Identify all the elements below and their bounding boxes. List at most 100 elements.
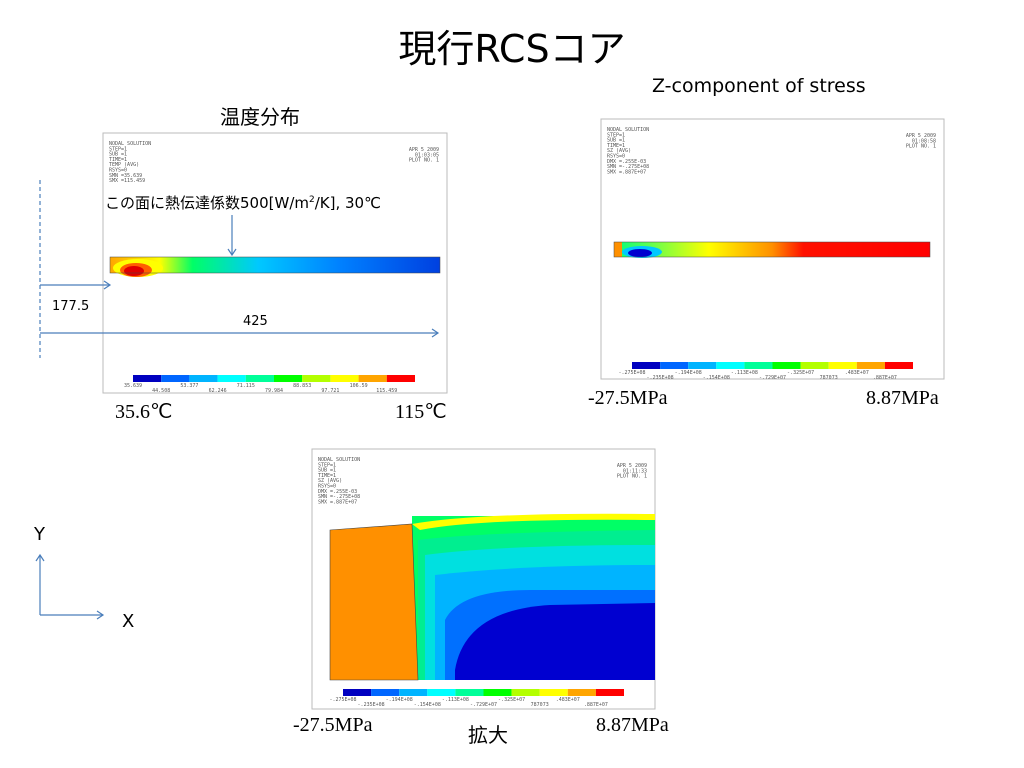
legend-swatch (161, 375, 190, 382)
legend-swatch (386, 375, 415, 382)
plot-header: SMN =-.275E+08 (607, 164, 649, 170)
legend-swatch (744, 362, 773, 369)
legend-label: .483E+07 (845, 370, 869, 376)
legend-label: -.194E+08 (675, 370, 702, 376)
legend-swatch (455, 689, 484, 696)
axis-label: X (122, 611, 134, 632)
plot-header: TIME=1 (109, 157, 127, 163)
legend-label: -.275E+08 (329, 697, 356, 703)
plot-header: DMX =.255E-03 (607, 159, 646, 165)
legend-label: .483E+07 (556, 697, 580, 703)
plot-header: SMX =115.459 (109, 178, 145, 184)
legend-swatch (632, 362, 661, 369)
plot-header: TEMP (AVG) (109, 162, 139, 168)
max-label: 115℃ (395, 401, 447, 423)
plot-date: PLOT NO. 1 (617, 474, 647, 480)
plot-header: NODAL SOLUTION (318, 457, 360, 463)
plot-header: SZ (AVG) (607, 148, 631, 154)
legend-swatch (595, 689, 624, 696)
legend-label: 71.115 (237, 383, 255, 389)
legend-swatch (884, 362, 913, 369)
legend-swatch (716, 362, 745, 369)
plot-header: RSYS=0 (109, 168, 127, 174)
legend-label: 88.853 (293, 383, 311, 389)
legend-swatch (688, 362, 717, 369)
plot-header: NODAL SOLUTION (607, 127, 649, 133)
legend-swatch (133, 375, 162, 382)
legend-label: -.325E+07 (498, 697, 525, 703)
plot-header: SZ (AVG) (318, 478, 342, 484)
legend-swatch (274, 375, 303, 382)
stress-contour (613, 241, 931, 258)
legend-label: 787073 (820, 375, 838, 381)
zoom-contour (329, 513, 655, 681)
plot-header: NODAL SOLUTION (109, 141, 151, 147)
legend-swatch (772, 362, 801, 369)
legend-label: -.729E+07 (759, 375, 786, 381)
legend-label: -.113E+08 (442, 697, 469, 703)
legend-swatch (567, 689, 596, 696)
plot-date: APR 5 2009 (906, 133, 936, 139)
min-label: 35.6℃ (115, 401, 172, 423)
legend-label: 106.59 (350, 383, 368, 389)
plot-header: RSYS=0 (318, 484, 336, 490)
dimension: 425 (243, 314, 268, 329)
legend-label: -.729E+07 (470, 702, 497, 708)
legend-label: -.194E+08 (386, 697, 413, 703)
plot-date: 01:03:05 (415, 152, 439, 158)
legend-swatch (399, 689, 428, 696)
plot-date: 01:08:58 (912, 138, 936, 144)
legend-label: 53.377 (180, 383, 198, 389)
legend-swatch (427, 689, 456, 696)
plot-header: SUB =1 (318, 468, 336, 474)
legend-label: 62.246 (209, 388, 227, 394)
plot-header: STEP=1 (607, 132, 625, 138)
legend-swatch (660, 362, 689, 369)
legend-swatch (189, 375, 218, 382)
plot-header: SMX =.887E+07 (318, 499, 357, 505)
plot-header: TIME=1 (607, 143, 625, 149)
legend-label: 79.984 (265, 388, 283, 394)
legend-swatch (483, 689, 512, 696)
annotation-lines (35, 180, 440, 620)
legend-label: -.154E+08 (414, 702, 441, 708)
legend-swatch (358, 375, 387, 382)
legend-label: 787073 (531, 702, 549, 708)
plot-date: 01:11:33 (623, 468, 647, 474)
legend-swatch (539, 689, 568, 696)
temperature-contour (109, 256, 441, 277)
plot-header: SMN =35.639 (109, 173, 142, 179)
plot-date: PLOT NO. 1 (409, 158, 439, 164)
legend-label: 35.639 (124, 383, 142, 389)
legend-label: -.113E+08 (731, 370, 758, 376)
legend-swatch (330, 375, 359, 382)
legend-swatch (302, 375, 331, 382)
legend-label: 115.459 (376, 388, 397, 394)
legend-swatch (217, 375, 246, 382)
plot-date: APR 5 2009 (617, 463, 647, 469)
plot-header: SUB =1 (607, 138, 625, 144)
legend-label: 97.721 (321, 388, 339, 394)
legend-swatch (511, 689, 540, 696)
plot-header: SMX =.887E+07 (607, 169, 646, 175)
legend-label: -.235E+08 (647, 375, 674, 381)
max-label: 8.87MPa (596, 714, 669, 736)
legend-label: .887E+07 (584, 702, 608, 708)
legend-label: 44.508 (152, 388, 170, 394)
plot-header: SMN =-.275E+08 (318, 494, 360, 500)
legend-swatch (371, 689, 400, 696)
legend-label: -.275E+08 (618, 370, 645, 376)
plot-header: DMX =.255E-03 (318, 489, 357, 495)
legend-label: .887E+07 (873, 375, 897, 381)
axis-label: Y (33, 524, 46, 545)
plot-header: RSYS=0 (607, 154, 625, 160)
legend-swatch (856, 362, 885, 369)
min-label: -27.5MPa (588, 387, 668, 409)
max-label: 8.87MPa (866, 387, 939, 409)
legend-swatch (245, 375, 274, 382)
panel-caption: 拡大 (468, 723, 508, 747)
plot-date: APR 5 2009 (409, 147, 439, 153)
heat-note: この面に熱伝達係数500[W/m2/K], 30℃ (105, 194, 381, 212)
plot-header: TIME=1 (318, 473, 336, 479)
